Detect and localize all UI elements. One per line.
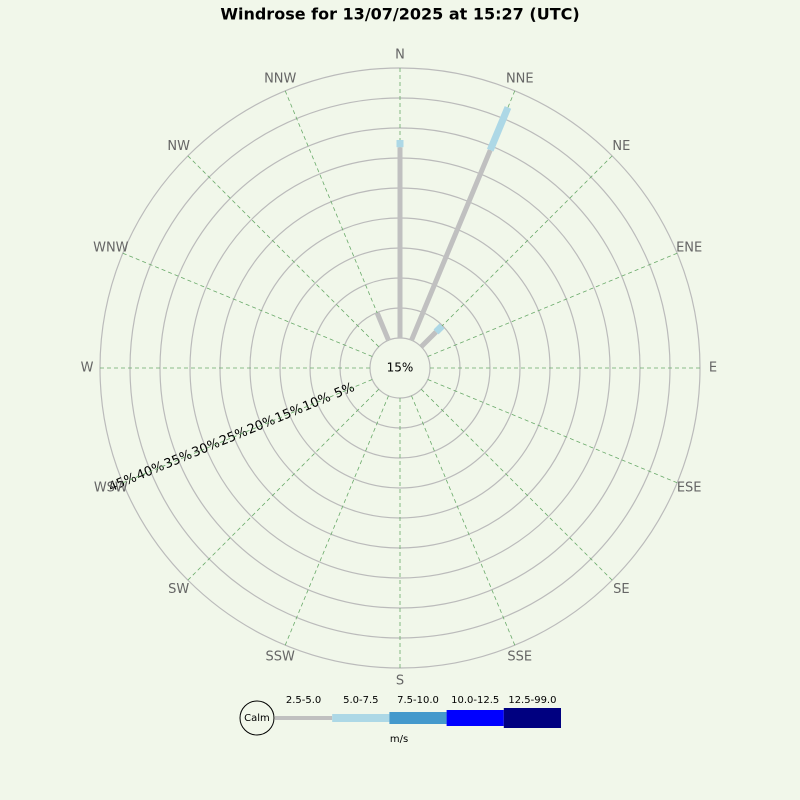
spoke [284,90,389,341]
r-tick-label: 30% [190,436,222,461]
legend-label: 10.0-12.5 [451,695,499,706]
spoke [187,388,380,581]
spoke [284,395,389,646]
direction-label: W [81,361,94,376]
wind-bar [409,149,493,342]
chart-title: Windrose for 13/07/2025 at 15:27 (UTC) [220,5,579,24]
direction-label: NNE [506,71,534,86]
direction-label: SW [168,582,189,597]
direction-label: E [709,361,717,376]
legend-label: 5.0-7.5 [343,695,378,706]
spoke [420,388,613,581]
legend-swatch [503,708,561,728]
legend-unit: m/s [390,734,408,745]
direction-label: SE [613,582,629,597]
legend-label: 12.5-99.0 [508,695,556,706]
wind-bar [433,323,445,335]
direction-label: NE [612,139,630,154]
spoke [411,395,516,646]
spoke [420,155,613,348]
wind-bar [487,106,512,152]
direction-label: NNW [264,71,296,86]
legend-calm [239,700,275,736]
spoke [427,379,678,484]
direction-label: ESE [677,480,702,495]
legend-label: 7.5-10.0 [397,695,439,706]
direction-label: S [396,674,404,689]
direction-label: NW [167,139,190,154]
wind-bar [419,330,438,349]
direction-label: WSW [94,480,128,495]
legend-swatch [389,712,447,724]
legend-swatch [332,714,390,722]
legend-swatch [275,716,333,720]
legend-label: 2.5-5.0 [286,695,321,706]
spoke [122,252,373,357]
spoke [122,379,373,484]
direction-label: SSW [266,650,296,665]
calm-label: 15% [387,361,414,375]
r-tick-label: 15% [273,401,305,426]
direction-label: WNW [93,241,129,256]
wind-bar [374,312,391,342]
spoke [427,252,678,357]
legend-swatch [446,710,504,726]
direction-label: N [395,48,405,63]
spoke [187,155,380,348]
legend-calm-label: Calm [244,713,270,724]
direction-label: ENE [676,241,702,256]
direction-label: SSE [507,650,532,665]
